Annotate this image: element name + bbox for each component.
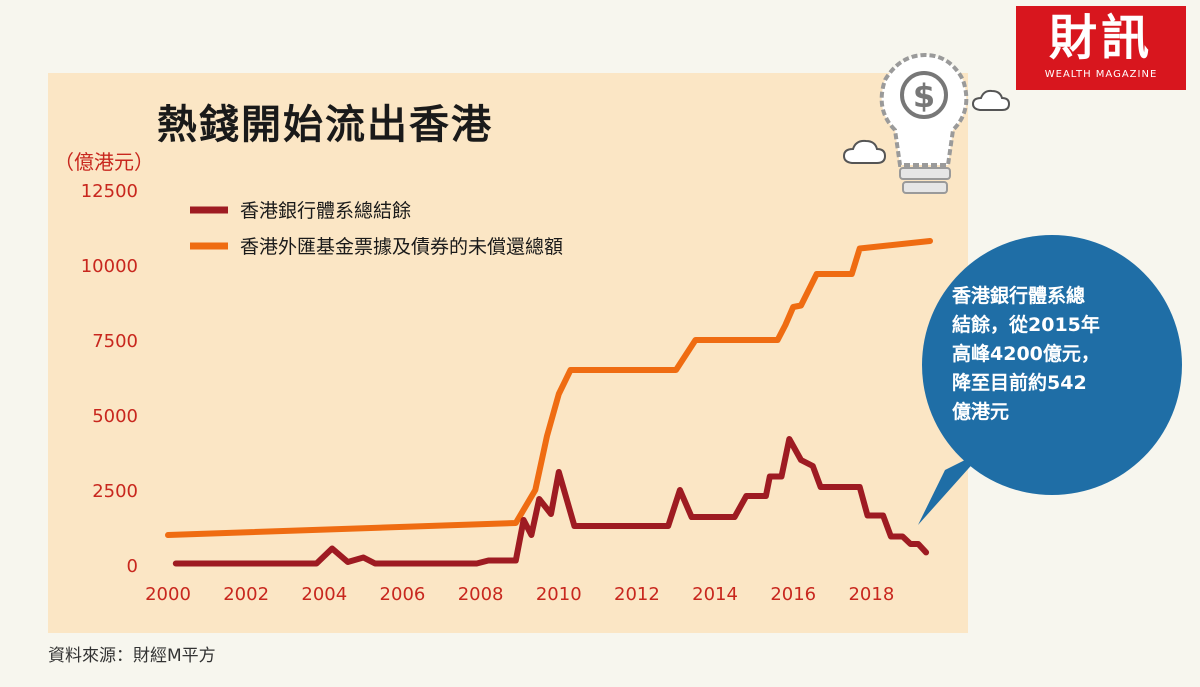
x-tick-label: 2004 xyxy=(301,584,347,605)
y-tick-label: 10000 xyxy=(81,256,138,277)
svg-text:$: $ xyxy=(913,77,935,115)
logo-sub-text: WEALTH MAGAZINE xyxy=(1044,69,1158,80)
legend-label-bank-balance: 香港銀行體系總結餘 xyxy=(240,200,411,222)
x-tick-label: 2006 xyxy=(380,584,426,605)
x-tick-label: 2000 xyxy=(145,584,191,605)
x-tick-label: 2012 xyxy=(614,584,660,605)
y-tick-label: 2500 xyxy=(92,481,138,502)
dollar-coin-icon: $ xyxy=(879,52,969,194)
series-line-exchange-fund xyxy=(165,238,933,538)
annotation-line: 降至目前約542 xyxy=(952,372,1087,394)
annotation-bubble xyxy=(918,235,1182,525)
legend-label-exchange-fund: 香港外匯基金票據及債券的未償還總額 xyxy=(240,236,563,258)
cloud-icon xyxy=(971,89,1011,111)
y-tick-label: 12500 xyxy=(81,181,138,202)
source-note: 資料來源：財經M平方 xyxy=(48,646,216,666)
y-axis-unit-label: （億港元） xyxy=(54,150,154,174)
annotation-line: 結餘，從2015年 xyxy=(952,314,1100,336)
chart-legend: 香港銀行體系總結餘 香港外匯基金票據及債券的未償還總額 xyxy=(190,200,563,258)
x-tick-label: 2008 xyxy=(458,584,504,605)
wealth-magazine-logo: 財訊 WEALTH MAGAZINE xyxy=(1016,6,1186,90)
x-tick-label: 2018 xyxy=(848,584,894,605)
x-tick-label: 2014 xyxy=(692,584,738,605)
cloud-icon xyxy=(842,139,887,164)
page-title: 熱錢開始流出香港 xyxy=(157,102,493,148)
x-tick-label: 2010 xyxy=(536,584,582,605)
annotation-line: 香港銀行體系總 xyxy=(952,285,1086,307)
x-tick-label: 2016 xyxy=(770,584,816,605)
y-tick-label: 5000 xyxy=(92,406,138,427)
y-tick-label: 0 xyxy=(127,556,138,577)
y-tick-label: 7500 xyxy=(92,331,138,352)
series-line-bank-balance xyxy=(172,436,930,567)
annotation-line: 高峰4200億元， xyxy=(952,343,1100,365)
logo-main-text: 財訊 xyxy=(1048,10,1153,66)
annotation-text: 香港銀行體系總 結餘，從2015年 高峰4200億元， 降至目前約542 億港元 xyxy=(952,282,1152,427)
x-tick-label: 2002 xyxy=(223,584,269,605)
annotation-line: 億港元 xyxy=(952,401,1010,423)
chart-panel xyxy=(48,73,968,633)
